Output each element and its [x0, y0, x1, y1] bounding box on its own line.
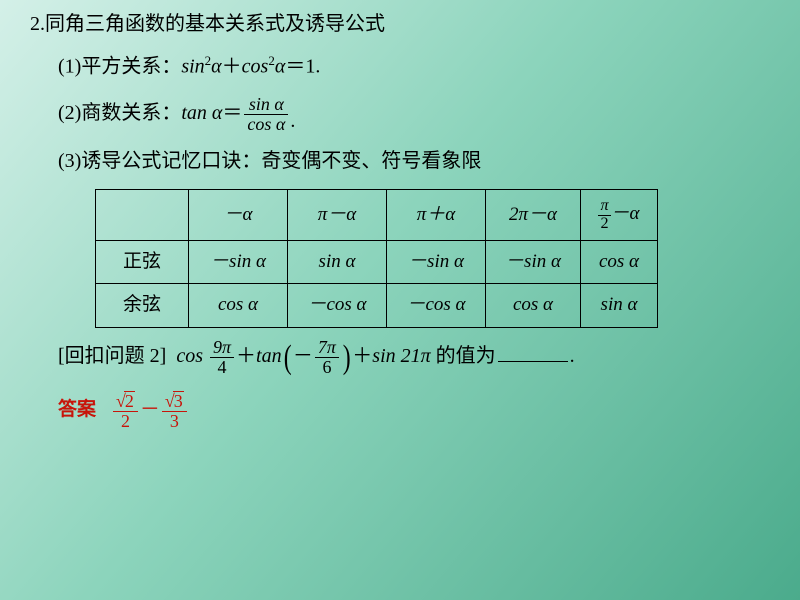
ans-b-den: 3: [162, 412, 187, 431]
item1-sin: sin: [181, 56, 204, 78]
sin-c4: －sin α: [486, 240, 581, 284]
sqrt-icon: 3: [165, 391, 184, 411]
item-1: (1)平方关系：sin2α＋cos2α＝1.: [30, 52, 770, 81]
item2-den: cos α: [244, 115, 288, 134]
th-halfpi-minus-alpha: π2－α: [581, 190, 658, 240]
q-neg: －: [293, 345, 313, 367]
item1-alpha1: α: [211, 56, 222, 78]
q-plus2: ＋: [352, 345, 372, 367]
q-plus1: ＋: [236, 345, 256, 367]
item1-cos: cos: [242, 56, 269, 78]
th-neg-alpha: －α: [189, 190, 288, 240]
item2-prefix: 商数关系：: [81, 102, 181, 124]
th-pi-plus-alpha: π＋α: [387, 190, 486, 240]
cos-c3: －cos α: [387, 284, 486, 328]
ans-a-den: 2: [113, 412, 138, 431]
q-tan: tan: [256, 345, 282, 367]
row-sin-label: 正弦: [96, 240, 189, 284]
answer-blank: [498, 341, 568, 362]
q-f2-den: 6: [315, 358, 339, 377]
item2-lhs: tan α: [181, 102, 222, 124]
item1-one: 1: [305, 56, 315, 78]
item2-label: (2): [58, 102, 81, 124]
table-row: 余弦 cos α －cos α －cos α cos α sin α: [96, 284, 658, 328]
item1-dot: .: [315, 56, 320, 78]
sin-c2: sin α: [288, 240, 387, 284]
q-tail: 的值为: [431, 345, 496, 367]
th-2pi-minus-alpha: 2π－α: [486, 190, 581, 240]
q-f2: 7π6: [315, 338, 339, 377]
row-cos-label: 余弦: [96, 284, 189, 328]
lparen-icon: (: [283, 344, 291, 371]
q-sin21pi: sin 21π: [372, 345, 430, 367]
cos-c4: cos α: [486, 284, 581, 328]
q-f1: 9π4: [210, 338, 234, 377]
item1-label: (1): [58, 56, 81, 78]
heading-text: 同角三角函数的基本关系式及诱导公式: [45, 13, 385, 35]
item1-plus: ＋: [222, 56, 242, 78]
item3-label: (3): [58, 150, 81, 172]
heading: 2.同角三角函数的基本关系式及诱导公式: [30, 10, 770, 38]
sin-c3: －sin α: [387, 240, 486, 284]
item2-eq: ＝: [222, 102, 242, 124]
ans-b-num: 3: [162, 391, 187, 412]
rparen-icon: ): [343, 344, 351, 371]
ans-a-num: 2: [113, 391, 138, 412]
halfpi-tail: －α: [611, 203, 640, 224]
q-cos: cos: [176, 345, 203, 367]
item1-eq: ＝: [285, 56, 305, 78]
answer-line: 答案 2 2 － 3 3: [30, 391, 770, 431]
cos-c1: cos α: [189, 284, 288, 328]
item1-alpha2: α: [275, 56, 286, 78]
question-label: [回扣问题 2]: [58, 345, 166, 367]
item2-num: sin α: [244, 95, 288, 115]
question: [回扣问题 2] cos 9π4＋tan(－7π6)＋sin 21π 的值为.: [30, 338, 770, 377]
ans-a-rad: 2: [124, 391, 135, 410]
halfpi-den: 2: [598, 216, 610, 232]
ans-b-rad: 3: [173, 391, 184, 410]
cos-c5: sin α: [581, 284, 658, 328]
ans-frac-a: 2 2: [113, 391, 138, 431]
cos-c2: －cos α: [288, 284, 387, 328]
halfpi-num: π: [598, 198, 610, 215]
ans-frac-b: 3 3: [162, 391, 187, 431]
sin-c1: －sin α: [189, 240, 288, 284]
item-3: (3)诱导公式记忆口诀：奇变偶不变、符号看象限: [30, 147, 770, 175]
item-2: (2)商数关系：tan α＝sin αcos α.: [30, 95, 770, 134]
item3-text: 诱导公式记忆口诀：奇变偶不变、符号看象限: [81, 150, 481, 172]
answer-label: 答案: [58, 397, 96, 424]
halfpi-fraction: π2: [598, 198, 610, 231]
item1-prefix: 平方关系：: [81, 56, 181, 78]
q-dot: .: [570, 345, 575, 367]
th-pi-minus-alpha: π－α: [288, 190, 387, 240]
heading-num: 2.: [30, 13, 45, 35]
th-blank: [96, 190, 189, 240]
sqrt-icon: 2: [116, 391, 135, 411]
table-row: 正弦 －sin α sin α －sin α －sin α cos α: [96, 240, 658, 284]
induction-table: －α π－α π＋α 2π－α π2－α 正弦 －sin α sin α －si…: [95, 189, 658, 328]
q-f2-num: 7π: [315, 338, 339, 358]
table-row: －α π－α π＋α 2π－α π2－α: [96, 190, 658, 240]
ans-minus: －: [140, 398, 160, 420]
item2-dot: .: [290, 111, 295, 131]
q-f1-num: 9π: [210, 338, 234, 358]
item2-fraction: sin αcos α: [244, 95, 288, 134]
sin-c5: cos α: [581, 240, 658, 284]
q-f1-den: 4: [210, 358, 234, 377]
answer-expression: 2 2 － 3 3: [111, 391, 189, 431]
